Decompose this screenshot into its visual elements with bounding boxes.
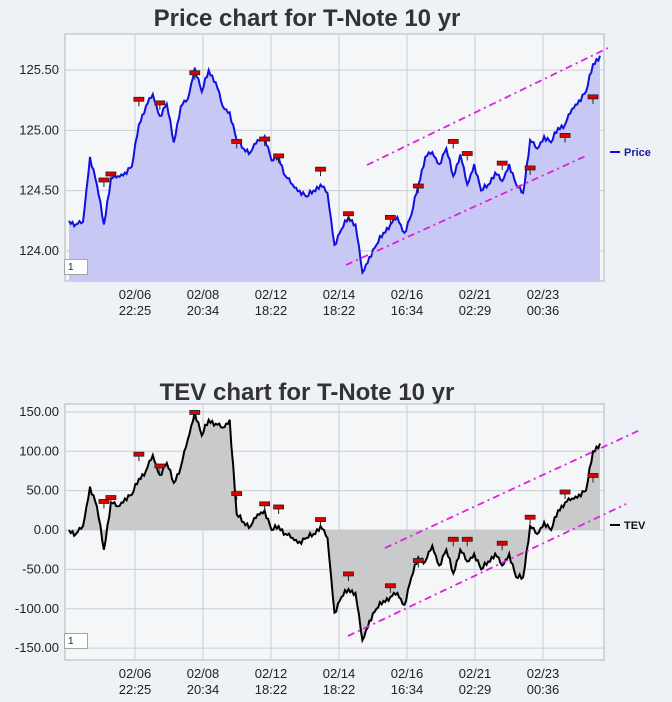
chart-title: Price chart for T-Note 10 yr	[154, 5, 461, 32]
y-tick-label: -100.00	[15, 601, 59, 616]
y-tick-label: -150.00	[15, 640, 59, 655]
x-tick-date: 02/08	[187, 666, 220, 681]
legend-label: TEV	[624, 520, 646, 532]
x-tick-date: 02/21	[459, 666, 492, 681]
event-marker	[447, 536, 459, 542]
x-tick-date: 02/12	[255, 666, 288, 681]
x-tick-time: 16:34	[391, 303, 424, 318]
event-marker	[105, 495, 117, 500]
x-tick-date: 02/21	[459, 287, 492, 302]
x-tick-time: 00:36	[527, 682, 560, 697]
event-marker	[384, 583, 396, 589]
event-marker	[259, 136, 271, 142]
event-marker	[343, 211, 354, 217]
series-line	[68, 55, 601, 276]
series-area	[69, 55, 600, 282]
event-marker	[273, 153, 285, 159]
event-marker	[315, 166, 326, 172]
event-marker	[154, 463, 166, 469]
event-marker	[98, 499, 110, 504]
event-marker	[559, 133, 571, 138]
y-tick-label: 125.00	[19, 122, 59, 137]
price-chart: Price chart for T-Note 10 yr 125.50 125.0…	[19, 5, 651, 318]
x-tick-date: 02/06	[119, 666, 152, 681]
zoom-input[interactable]: 1	[64, 259, 88, 275]
x-tick-date: 02/16	[391, 666, 424, 681]
x-tick-time: 18:22	[323, 682, 356, 697]
y-tick-label: 100.00	[19, 443, 59, 458]
event-marker	[133, 451, 145, 457]
event-marker	[587, 94, 599, 100]
x-tick-time: 18:22	[323, 303, 356, 318]
event-marker	[587, 473, 599, 478]
price-chart-panel: Price chart for T-Note 10 yr 125.50 125.0…	[0, 0, 672, 340]
x-tick-time: 20:34	[187, 303, 220, 318]
event-marker	[447, 139, 459, 144]
x-tick-time: 18:22	[255, 303, 288, 318]
event-marker	[105, 171, 117, 177]
x-tick-date: 02/14	[323, 287, 356, 302]
event-marker	[98, 177, 110, 183]
event-marker	[133, 96, 145, 102]
y-tick-label: 124.50	[19, 183, 59, 198]
x-tick-date: 02/16	[391, 287, 424, 302]
event-marker	[524, 165, 536, 171]
event-marker	[189, 70, 201, 76]
x-tick-time: 22:25	[119, 303, 152, 318]
chart-title: TEV chart for T-Note 10 yr	[160, 379, 455, 406]
trend-line	[347, 503, 627, 637]
x-tick-time: 02:29	[459, 303, 492, 318]
y-tick-label: 125.50	[19, 62, 59, 77]
event-marker	[559, 489, 571, 495]
x-tick-time: 18:22	[255, 682, 288, 697]
x-tick-time: 00:36	[527, 303, 560, 318]
y-tick-label: -50.00	[22, 561, 59, 576]
trend-line	[384, 429, 641, 549]
event-marker	[524, 514, 536, 520]
x-tick-date: 02/23	[527, 287, 560, 302]
zoom-input[interactable]: 1	[64, 633, 88, 649]
x-tick-date: 02/08	[187, 287, 220, 302]
x-tick-date: 02/06	[119, 287, 152, 302]
y-tick-label: 124.00	[19, 243, 59, 258]
event-marker	[231, 491, 243, 496]
x-tick-time: 20:34	[187, 682, 220, 697]
event-marker	[273, 504, 285, 510]
x-tick-time: 16:34	[391, 682, 424, 697]
series-area	[69, 411, 600, 641]
event-marker	[259, 501, 271, 507]
series-line	[68, 411, 601, 644]
tev-chart-panel: TEV chart for T-Note 10 yr 150.00 100.00 5…	[0, 370, 672, 702]
event-marker	[384, 214, 396, 220]
event-marker	[496, 160, 508, 166]
x-tick-date: 02/14	[323, 666, 356, 681]
x-tick-time: 02:29	[459, 682, 492, 697]
y-tick-label: 0.00	[34, 522, 59, 537]
event-marker	[315, 517, 326, 522]
trend-line	[366, 47, 609, 166]
event-marker	[189, 410, 201, 415]
x-tick-date: 02/23	[527, 666, 560, 681]
event-marker	[461, 151, 473, 156]
x-tick-date: 02/12	[255, 287, 288, 302]
event-marker	[496, 540, 508, 546]
legend-label: Price	[624, 147, 651, 159]
event-marker	[154, 100, 166, 106]
event-marker	[412, 558, 424, 563]
tev-chart: TEV chart for T-Note 10 yr 150.00 100.00 5…	[15, 379, 646, 697]
x-tick-time: 22:25	[119, 682, 152, 697]
event-marker	[343, 571, 354, 577]
event-marker	[231, 139, 243, 144]
plot-area: 150.00 100.00 50.00 0.00 -50.00 -100.00 -150.0…	[15, 403, 646, 697]
y-tick-label: 150.00	[19, 404, 59, 419]
event-marker	[461, 536, 473, 542]
event-marker	[412, 183, 424, 189]
trend-line	[345, 154, 589, 266]
y-tick-label: 50.00	[26, 483, 59, 498]
